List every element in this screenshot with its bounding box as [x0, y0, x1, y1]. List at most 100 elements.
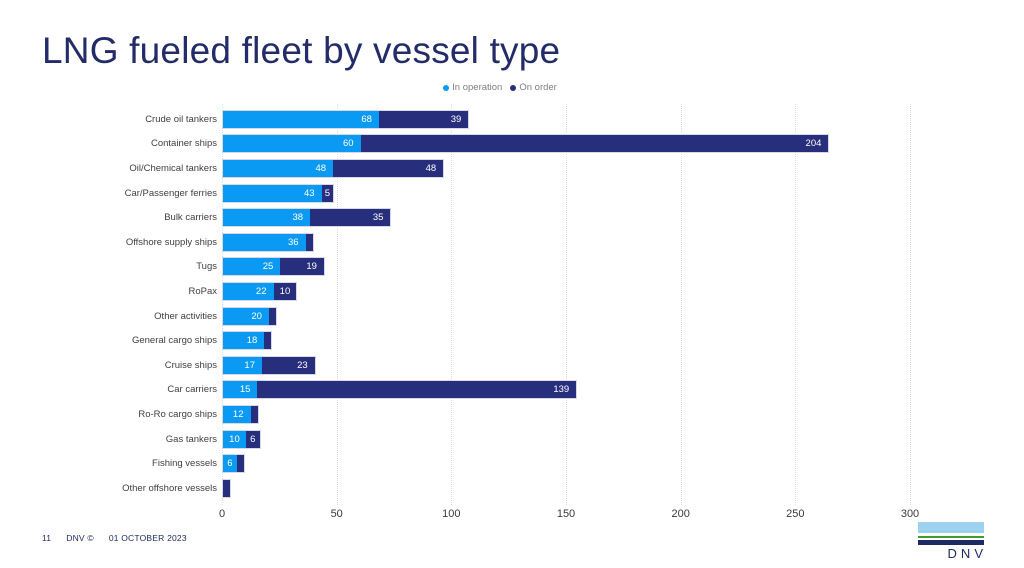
segment-in-operation: 6	[223, 455, 237, 473]
x-tick-label: 0	[218, 508, 226, 520]
segment-on-order	[305, 233, 313, 251]
chart-row: Gas tankers 10 6	[0, 427, 1010, 452]
segment-in-operation: 68	[223, 110, 379, 128]
segment-on-order: 5	[321, 184, 334, 202]
category-label: Ro-Ro cargo ships	[138, 408, 217, 420]
segment-in-operation: 38	[223, 209, 311, 227]
chart-row: Car/Passenger ferries 43 5	[0, 181, 1010, 206]
chart-row: Bulk carriers 38 35	[0, 205, 1010, 230]
value-label: 17	[244, 359, 255, 371]
chart-row: Offshore supply ships 36	[0, 230, 1010, 255]
value-label: 43	[304, 187, 315, 199]
stacked-bar: 36	[222, 232, 314, 252]
value-label: 36	[288, 236, 299, 248]
stacked-bar: 25 19	[222, 257, 325, 277]
category-label: Car carriers	[167, 384, 217, 396]
value-label: 204	[805, 138, 822, 150]
x-tick-label: 250	[786, 508, 805, 520]
segment-on-order	[250, 405, 258, 423]
x-axis: 0 50 100 150 200 250 300	[218, 508, 1002, 524]
segment-in-operation: 43	[223, 184, 322, 202]
chart-row: Tugs 25 19	[0, 255, 1010, 280]
segment-on-order	[264, 332, 272, 350]
value-label: 5	[324, 187, 330, 199]
segment-in-operation: 48	[223, 159, 334, 177]
value-label: 38	[292, 212, 304, 224]
legend-label: On order	[519, 82, 557, 93]
stacked-bar: 10 6	[222, 429, 261, 449]
value-label: 15	[239, 384, 251, 396]
category-label: Gas tankers	[165, 433, 217, 445]
value-label: 25	[262, 261, 274, 273]
stacked-bar: 20	[222, 306, 277, 326]
category-label: Tugs	[196, 261, 217, 273]
logo-band-green	[918, 536, 984, 538]
category-label: Cruise ships	[164, 359, 217, 371]
value-label: 35	[372, 212, 384, 224]
value-label: 48	[315, 162, 327, 174]
segment-on-order	[223, 479, 230, 497]
value-label: 23	[297, 359, 308, 371]
chart-legend: In operation On order	[0, 82, 1000, 93]
legend-item-in-operation: In operation	[443, 82, 502, 93]
category-label: Car/Passenger ferries	[124, 187, 217, 199]
segment-on-order: 48	[333, 159, 444, 177]
chart-row: Fishing vessels 6	[0, 451, 1010, 476]
gridline	[680, 104, 682, 505]
value-label: 18	[246, 335, 258, 347]
segment-in-operation: 36	[223, 233, 306, 251]
x-tick-label: 300	[900, 508, 920, 520]
page-number: 11	[42, 533, 52, 543]
segment-in-operation: 17	[223, 356, 262, 374]
copyright: DNV ©	[66, 533, 94, 543]
segment-in-operation: 22	[223, 282, 274, 300]
segment-on-order: 139	[257, 381, 577, 399]
legend-label: In operation	[452, 82, 503, 93]
stacked-bar: 17 23	[222, 355, 316, 375]
segment-in-operation: 25	[223, 258, 281, 276]
category-label: Offshore supply ships	[125, 236, 217, 248]
stacked-bar: 48 48	[222, 158, 445, 178]
category-label: Other offshore vessels	[122, 482, 217, 494]
footer-date: 01 OCTOBER 2023	[108, 533, 187, 543]
bar-chart: Crude oil tankers 68 39 Container ships 60 20…	[0, 104, 1010, 520]
x-tick-label: 200	[671, 508, 690, 520]
chart-row: Cruise ships 17 23	[0, 353, 1010, 378]
gridline	[451, 104, 453, 505]
segment-on-order	[268, 307, 276, 325]
stacked-bar: 60 204	[222, 134, 830, 154]
chart-row: RoPax 22 10	[0, 279, 1010, 304]
chart-row: Container ships 60 204	[0, 132, 1010, 157]
x-tick-label: 50	[330, 508, 343, 520]
value-label: 22	[255, 285, 267, 297]
stacked-bar: 68 39	[222, 109, 470, 129]
chart-row: Crude oil tankers 68 39	[0, 107, 1010, 132]
gridline	[566, 104, 567, 505]
legend-item-on-order: On order	[510, 82, 557, 93]
segment-on-order: 204	[360, 135, 829, 153]
gridline	[222, 104, 223, 505]
value-label: 12	[232, 408, 244, 420]
x-tick-label: 150	[556, 508, 576, 520]
stacked-bar: 43 5	[222, 183, 335, 203]
segment-on-order: 35	[310, 209, 391, 227]
page-title: LNG fueled fleet by vessel type	[42, 30, 561, 71]
stacked-bar: 12	[222, 404, 259, 424]
stacked-bar: 22 10	[222, 281, 298, 301]
stacked-bar: 18	[222, 331, 273, 351]
value-label: 139	[553, 384, 570, 396]
stacked-bar: 38 35	[222, 208, 392, 228]
value-label: 6	[250, 433, 256, 445]
category-label: Oil/Chemical tankers	[129, 162, 217, 174]
category-label: General cargo ships	[131, 335, 217, 347]
legend-dot-in-operation-icon	[443, 84, 450, 91]
value-label: 60	[343, 138, 354, 150]
chart-row: General cargo ships 18	[0, 328, 1010, 353]
segment-in-operation: 20	[223, 307, 269, 325]
value-label: 10	[229, 433, 240, 445]
segment-on-order: 19	[280, 258, 324, 276]
gridline	[910, 104, 911, 505]
category-label: Fishing vessels	[152, 458, 217, 470]
x-tick-label: 100	[442, 508, 461, 520]
category-label: Other activities	[154, 310, 217, 322]
